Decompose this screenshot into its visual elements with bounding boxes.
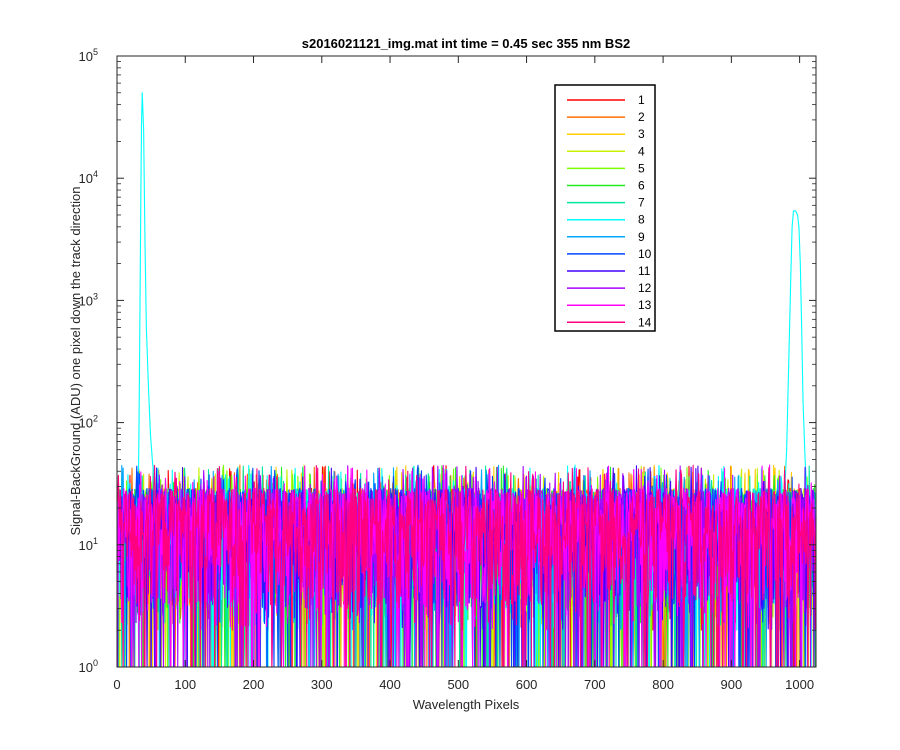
x-tick-label-800: 800 (652, 677, 674, 692)
y-axis-label: Signal-BackGround (ADU) one pixel down t… (68, 186, 83, 535)
series-line-14 (117, 464, 817, 668)
chart-title: s2016021121_img.mat int time = 0.45 sec … (302, 36, 630, 51)
legend-label-5: 5 (638, 161, 645, 175)
legend-label-12: 12 (638, 281, 652, 295)
legend-label-11: 11 (638, 264, 651, 278)
legend-label-3: 3 (638, 127, 645, 141)
x-tick-label-100: 100 (174, 677, 196, 692)
y-tick-exponent-10000: 4 (93, 169, 98, 179)
plot-frame (116, 55, 817, 668)
legend-label-1: 1 (638, 93, 645, 107)
x-tick-label-700: 700 (584, 677, 606, 692)
y-tick-exponent-100: 2 (93, 414, 98, 424)
y-tick-exponent-1000: 3 (93, 291, 98, 301)
legend-box (554, 84, 656, 332)
y-tick-exponent-10: 1 (93, 536, 98, 546)
x-tick-label-200: 200 (243, 677, 265, 692)
series-line-13 (117, 464, 817, 668)
x-tick-label-400: 400 (379, 677, 401, 692)
legend-label-7: 7 (638, 196, 645, 210)
legend-label-10: 10 (638, 247, 652, 261)
ticks-layer: 0 100 200 300 400 500 600 700 800 900 100010010110… (79, 47, 816, 692)
legend-label-4: 4 (638, 144, 645, 158)
legend-label-8: 8 (638, 213, 645, 227)
legend-label-2: 2 (638, 110, 645, 124)
x-tick-label-500: 500 (447, 677, 469, 692)
x-tick-label-0: 0 (113, 677, 120, 692)
x-tick-label-600: 600 (516, 677, 538, 692)
y-tick-exponent-100000: 5 (93, 47, 98, 57)
y-tick-exponent-1: 0 (93, 658, 98, 668)
legend-label-6: 6 (638, 179, 645, 193)
x-tick-label-300: 300 (311, 677, 333, 692)
x-tick-label-1000: 1000 (785, 677, 814, 692)
legend-label-14: 14 (638, 315, 652, 329)
legend-label-13: 13 (638, 298, 652, 312)
series-layer (117, 92, 817, 668)
x-axis-label: Wavelength Pixels (413, 697, 520, 712)
legend-label-9: 9 (638, 230, 645, 244)
x-tick-label-900: 900 (721, 677, 743, 692)
